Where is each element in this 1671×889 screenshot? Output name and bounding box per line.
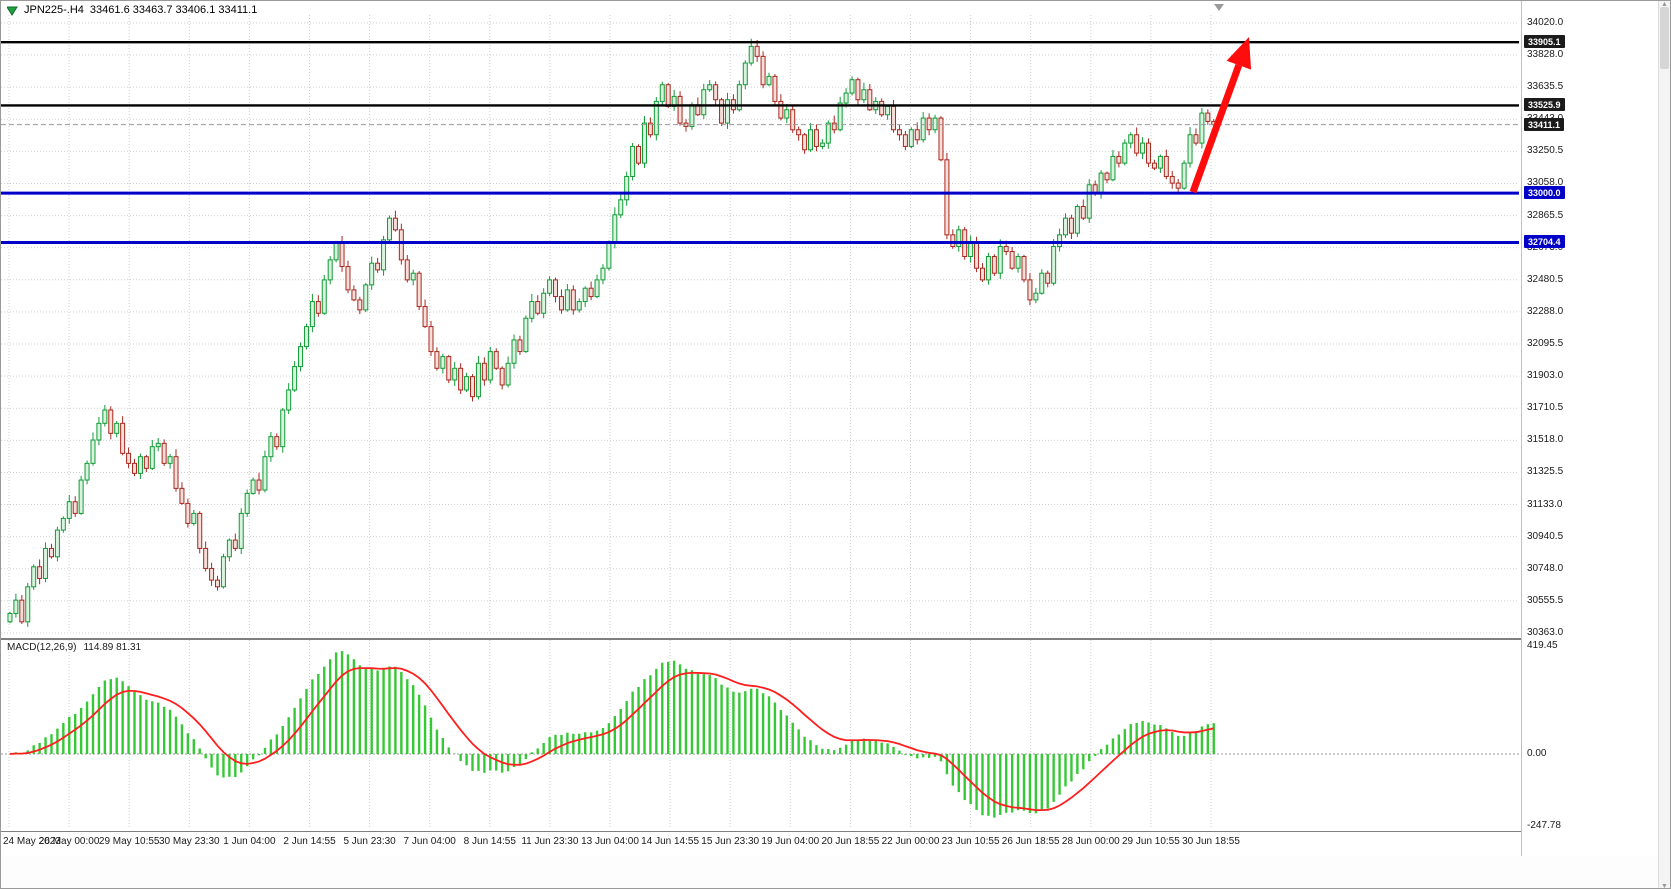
price-tick-label: 34020.0 (1527, 17, 1564, 28)
macd-axis-bottom-label: -247.78 (1527, 820, 1561, 831)
panel-separator[interactable] (1, 638, 1521, 640)
price-line-badge: 33525.9 (1524, 98, 1565, 112)
time-axis-label: 28 Jun 00:00 (1061, 836, 1120, 847)
time-axis-label: 5 Jun 23:30 (343, 836, 396, 847)
price-tick-label: 30748.0 (1527, 562, 1564, 574)
macd-name: MACD(12,26,9) (7, 642, 77, 653)
time-axis-label: 26 Jun 18:55 (1001, 836, 1060, 847)
time-axis-label: 23 Jun 10:55 (941, 836, 1000, 847)
time-axis-label: 24 May 2023 (3, 836, 61, 847)
price-tick-label: 32095.5 (1527, 338, 1564, 349)
price-chart-canvas[interactable] (1, 1, 1521, 638)
symbol-timeframe-label: JPN225-.H4 (24, 4, 84, 16)
macd-signal-line (9, 667, 1214, 812)
time-axis-label: 2 Jun 14:55 (283, 836, 336, 847)
price-tick-label: 33828.0 (1527, 49, 1564, 61)
macd-values: 114.89 81.31 (83, 642, 142, 653)
time-axis-label: 26 May 00:00 (38, 836, 100, 847)
time-axis-label: 20 Jun 18:55 (821, 836, 880, 847)
price-line-badge: 32704.4 (1524, 235, 1565, 249)
time-axis-label: 29 May 10:55 (98, 836, 160, 847)
main-gridlines (1, 15, 1519, 634)
time-axis-label: 11 Jun 23:30 (521, 836, 579, 847)
time-axis-label: 30 Jun 18:55 (1182, 836, 1240, 847)
candlesticks (7, 38, 1217, 627)
price-axis[interactable]: 34020.033828.033635.533443.033250.533058… (1521, 1, 1661, 856)
time-axis-label: 22 Jun 00:00 (881, 836, 940, 847)
macd-canvas[interactable] (1, 640, 1521, 831)
price-tick-label: 32865.5 (1527, 209, 1564, 221)
price-line-badge: 33905.1 (1524, 35, 1565, 49)
current-price-badge: 33411.1 (1524, 117, 1565, 131)
chart-icon (7, 6, 18, 16)
time-axis-label: 14 Jun 14:55 (641, 836, 700, 847)
time-axis-label: 19 Jun 04:00 (761, 836, 820, 847)
price-tick-label: 31133.0 (1527, 498, 1563, 510)
time-axis-label: 7 Jun 04:00 (403, 836, 456, 847)
price-tick-label: 31903.0 (1527, 370, 1564, 382)
time-axis-label: 29 Jun 10:55 (1121, 836, 1180, 847)
price-tick-label: 31518.0 (1527, 434, 1564, 446)
scroll-up-icon[interactable]: ▲ (1661, 1, 1668, 8)
price-tick-label: 30555.5 (1527, 594, 1564, 606)
time-axis-label: 13 Jun 04:00 (581, 836, 639, 847)
scrollbar-thumb[interactable] (1660, 7, 1669, 69)
macd-axis-top-label: 419.45 (1527, 640, 1558, 651)
time-axis-label: 30 May 23:30 (158, 836, 220, 847)
price-tick-label: 33058.0 (1527, 177, 1564, 189)
time-axis-label: 1 Jun 04:00 (223, 836, 276, 847)
macd-indicator-label: MACD(12,26,9) 114.89 81.31 (7, 642, 141, 653)
price-tick-label: 33635.5 (1527, 81, 1564, 93)
time-axis[interactable]: 24 May 2023 26 May 00:00 29 May 10:55 30 Ma… (1, 832, 1521, 856)
price-chart[interactable]: JPN225-.H4 33461.6 33463.7 33406.1 33411… (1, 1, 1521, 638)
price-tick-label: 30363.0 (1527, 627, 1564, 638)
scroll-down-icon[interactable]: ▼ (1661, 883, 1668, 889)
price-tick-label: 33250.5 (1527, 145, 1564, 157)
macd-histogram (14, 651, 1215, 818)
time-axis-label: 15 Jun 23:30 (701, 836, 760, 847)
footer-strip (1, 856, 1661, 888)
price-tick-label: 31710.5 (1527, 402, 1564, 414)
chart-shift-marker-icon[interactable] (1214, 4, 1224, 11)
time-axis-label: 8 Jun 14:55 (463, 836, 516, 847)
macd-panel[interactable]: MACD(12,26,9) 114.89 81.31 (1, 640, 1521, 831)
panel-separator-bottom (1, 831, 1521, 832)
price-tick-label: 32288.0 (1527, 305, 1564, 317)
price-line-badge: 33000.0 (1524, 186, 1565, 200)
horizontal-level-lines[interactable] (1, 40, 1519, 244)
price-tick-label: 31325.5 (1527, 466, 1564, 478)
macd-axis-zero-label: 0.00 (1527, 747, 1547, 759)
price-tick-label: 32480.5 (1527, 273, 1564, 285)
trend-arrow-annotation[interactable] (1189, 37, 1252, 194)
chart-title-overlay: JPN225-.H4 33461.6 33463.7 33406.1 33411… (7, 4, 257, 16)
ohlc-values: 33461.6 33463.7 33406.1 33411.1 (89, 4, 258, 16)
price-tick-label: 30940.5 (1527, 530, 1564, 542)
vertical-scrollbar[interactable]: ▲ ▼ (1658, 1, 1670, 889)
